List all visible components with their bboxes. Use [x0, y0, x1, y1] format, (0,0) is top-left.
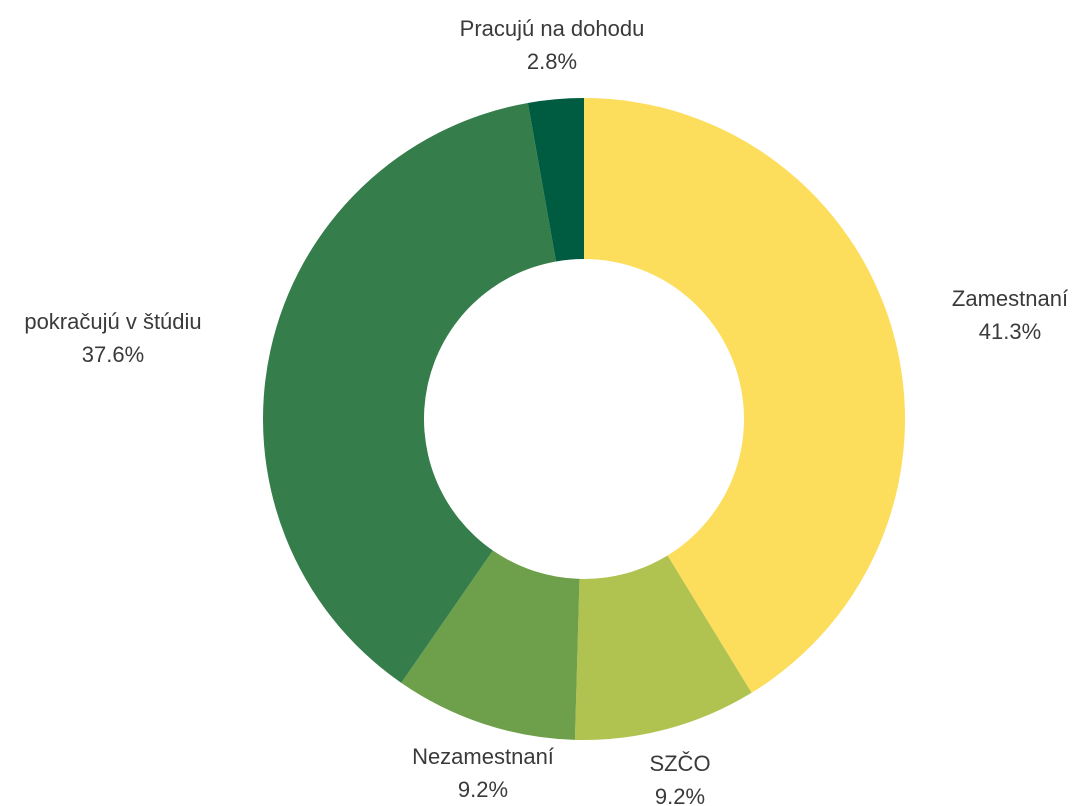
- donut-slice: [584, 98, 905, 693]
- slice-value-label: 37.6%: [82, 342, 144, 367]
- slice-label: Pracujú na dohodu: [460, 16, 645, 41]
- slice-value-label: 9.2%: [655, 784, 705, 806]
- slice-label: Nezamestnaní: [412, 744, 554, 769]
- slice-label: Zamestnaní: [952, 286, 1068, 311]
- slice-value-label: 2.8%: [527, 49, 577, 74]
- slice-label: SZČO: [649, 751, 710, 776]
- donut-slice: [263, 102, 557, 683]
- donut-slice: [574, 555, 752, 740]
- slice-value-label: 9.2%: [458, 777, 508, 802]
- donut-slice: [401, 550, 580, 740]
- donut-slice: [527, 98, 584, 262]
- slice-value-label: 41.3%: [979, 319, 1041, 344]
- slice-label: pokračujú v štúdiu: [24, 309, 201, 334]
